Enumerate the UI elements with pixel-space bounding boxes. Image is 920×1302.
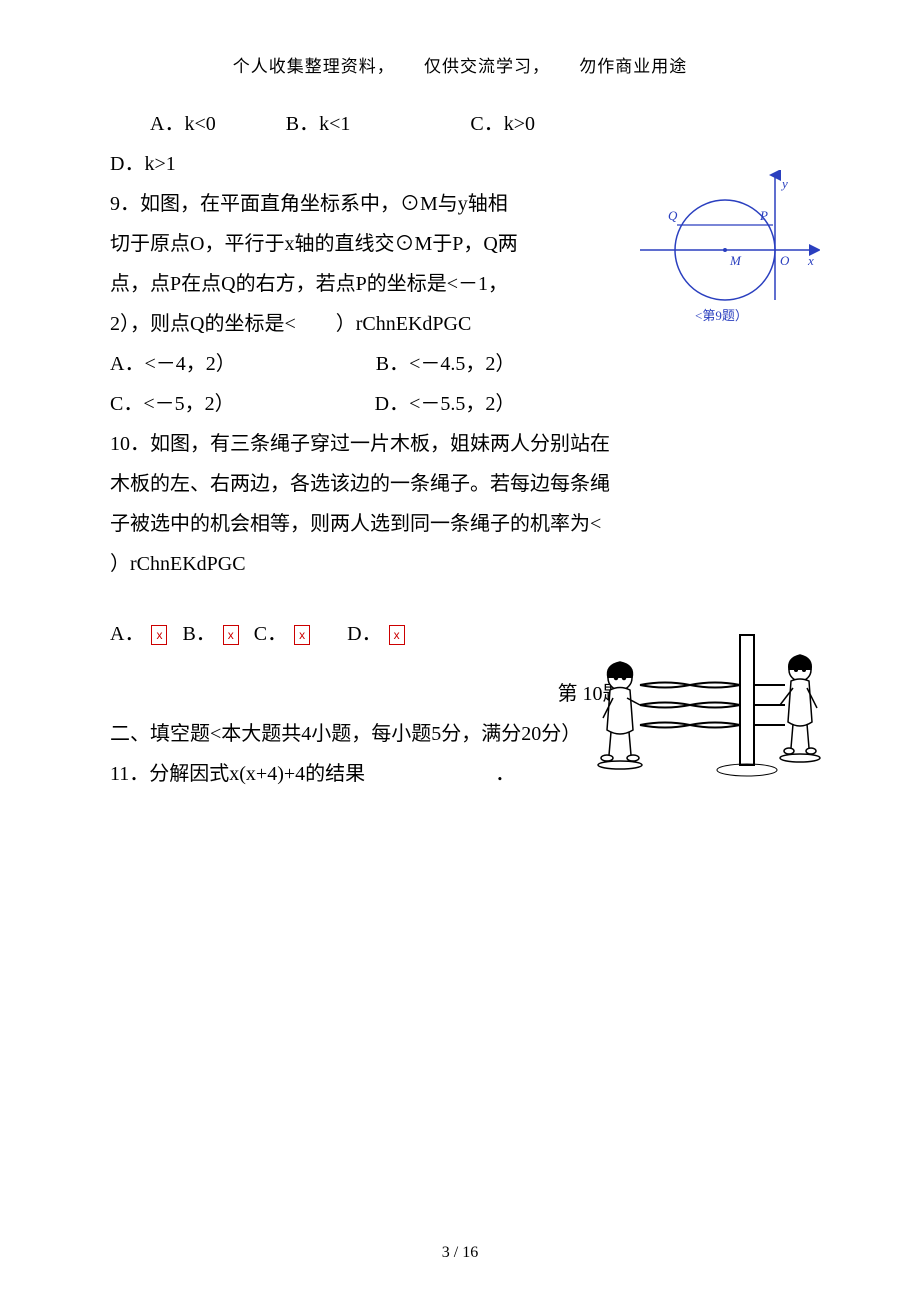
- q9-opt-b: B．<－4.5，2）: [376, 353, 516, 375]
- q10-line4: ）rChnEKdPGC: [110, 544, 810, 584]
- opt-a: A．k<0: [150, 113, 216, 135]
- option-line-1: A．k<0 B．k<1 C．k>0: [150, 104, 810, 144]
- q10-line1: 10．如图，有三条绳子穿过一片木板，姐妹两人分别站在: [110, 424, 810, 464]
- q11-text-b: ．: [495, 763, 515, 785]
- header-part3: 勿作商业用途: [579, 57, 687, 76]
- q9-line2: 切于原点O，平行于x轴的直线交⊙M于P，Q两: [110, 224, 530, 264]
- q9-line3: 点，点P在点Q的右方，若点P的坐标是<－1，: [110, 264, 530, 304]
- opt-b: B．k<1: [286, 113, 351, 135]
- missing-icon: x: [151, 625, 167, 645]
- q9-opt-d: D．<－5.5，2）: [375, 393, 516, 415]
- q10-line2: 木板的左、右两边，各选该边的一条绳子。若每边每条绳: [110, 464, 810, 504]
- page-footer: 3 / 16: [0, 1244, 920, 1262]
- q10-opt-b: B．: [182, 623, 215, 645]
- q9-figure: y x O M P Q <第9题）: [640, 170, 820, 330]
- label-Q: Q: [668, 208, 678, 223]
- missing-icon: x: [389, 625, 405, 645]
- q10-opt-d: D．: [347, 623, 381, 645]
- label-x: x: [807, 253, 814, 268]
- q9-options: A．<－4，2） B．<－4.5，2） C．<－5，2） D．<－5.5，2）: [110, 344, 810, 424]
- label-M: M: [729, 253, 742, 268]
- q10-line3: 子被选中的机会相等，则两人选到同一条绳子的机率为<: [110, 504, 810, 544]
- q9-diagram-svg: y x O M P Q <第9题）: [640, 170, 820, 330]
- q9-line4: 2），则点Q的坐标是< ）rChnEKdPGC: [110, 304, 530, 344]
- q9-line1: 9．如图，在平面直角坐标系中，⊙M与y轴相: [110, 184, 530, 224]
- missing-icon: x: [294, 625, 310, 645]
- q9-fig-caption: <第9题）: [695, 308, 748, 323]
- q10-opt-a: A．: [110, 623, 144, 645]
- opt-c: C．k>0: [470, 113, 535, 135]
- missing-icon: x: [223, 625, 239, 645]
- page-header: 个人收集整理资料， 仅供交流学习， 勿作商业用途: [110, 50, 810, 84]
- label-O: O: [780, 253, 790, 268]
- q9-opt-c: C．<－5，2）: [110, 393, 235, 415]
- q10-figure: [585, 630, 825, 780]
- q10-diagram-svg: [585, 630, 825, 780]
- header-part2: 仅供交流学习，: [424, 57, 550, 76]
- label-P: P: [759, 208, 768, 223]
- header-part1: 个人收集整理资料，: [233, 57, 395, 76]
- q9-opt-a: A．<－4，2）: [110, 353, 236, 375]
- q11-text-a: 11．分解因式x(x+4)+4的结果: [110, 763, 365, 785]
- q10-opt-c: C．: [254, 623, 287, 645]
- q11-blank: [370, 779, 490, 780]
- q10-body: 10．如图，有三条绳子穿过一片木板，姐妹两人分别站在 木板的左、右两边，各选该边…: [110, 424, 810, 584]
- label-y: y: [780, 176, 788, 191]
